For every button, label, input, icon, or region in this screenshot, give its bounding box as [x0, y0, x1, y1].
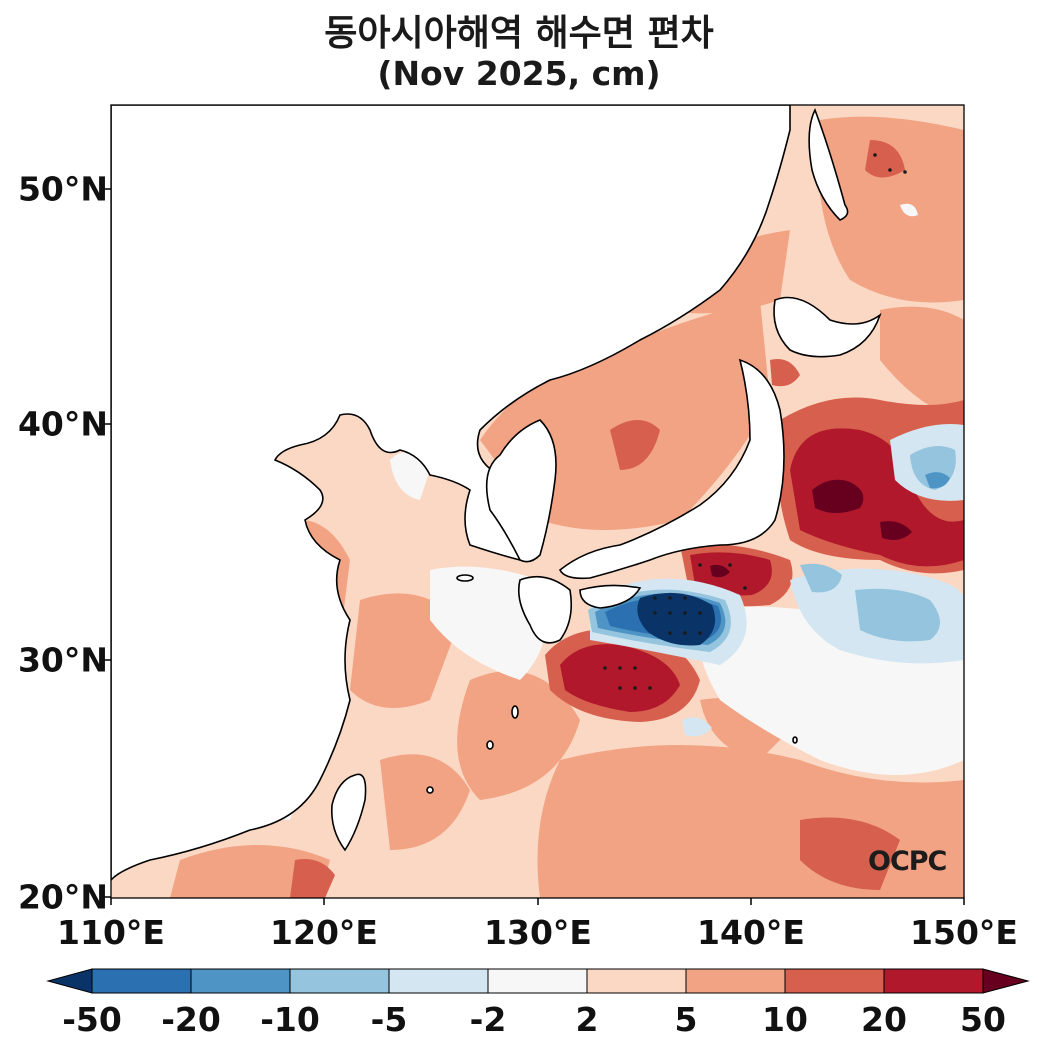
- ocpc-credit: OCPC: [868, 846, 947, 877]
- colorbar-swatch: [91, 968, 192, 994]
- colorbar-swatch: [784, 968, 885, 994]
- colorbar-label: -20: [161, 1000, 221, 1039]
- colorbar-swatch: [685, 968, 786, 994]
- lat-tick-50: 50°N: [17, 169, 108, 209]
- lon-tick-140: 140°E: [697, 913, 805, 952]
- land: [111, 105, 882, 882]
- colorbar-label: 5: [674, 1000, 698, 1039]
- colorbar-label: 20: [861, 1000, 907, 1039]
- colorbar-swatch: [289, 968, 390, 994]
- anomaly-below-50: [637, 592, 716, 646]
- lon-tick-130: 130°E: [484, 913, 592, 952]
- anomaly-above-50: [710, 479, 912, 578]
- colorbar-swatch: [586, 968, 687, 994]
- colorbar: [46, 968, 1030, 994]
- colorbar-extend-max: [982, 968, 1030, 994]
- colorbar-label: -10: [260, 1000, 320, 1039]
- anomaly-20-50: [537, 428, 964, 712]
- map-title: 동아시아해역 해수면 편차: [324, 13, 714, 54]
- colorbar-swatch: [190, 968, 291, 994]
- colorbar-label: -2: [469, 1000, 507, 1039]
- colorbar-swatch: [487, 968, 588, 994]
- colorbar-label: -50: [62, 1000, 122, 1039]
- lon-tick-120: 120°E: [270, 913, 378, 952]
- lat-tick-20: 20°N: [17, 877, 108, 917]
- colorbar-swatch: [388, 968, 489, 994]
- lat-tick-30: 30°N: [17, 640, 108, 680]
- map-subtitle: (Nov 2025, cm): [377, 54, 661, 93]
- lon-tick-110: 110°E: [57, 913, 165, 952]
- lat-tick-40: 40°N: [17, 404, 108, 444]
- colorbar-label: 10: [762, 1000, 808, 1039]
- lon-tick-150: 150°E: [910, 913, 1018, 952]
- colorbar-extend-min: [46, 968, 93, 994]
- significance-dots: [603, 153, 907, 690]
- colorbar-label: 2: [575, 1000, 599, 1039]
- colorbar-swatch: [883, 968, 984, 994]
- axis-ticks: [104, 188, 965, 905]
- colorbar-label: -5: [370, 1000, 408, 1039]
- colorbar-label: 50: [960, 1000, 1006, 1039]
